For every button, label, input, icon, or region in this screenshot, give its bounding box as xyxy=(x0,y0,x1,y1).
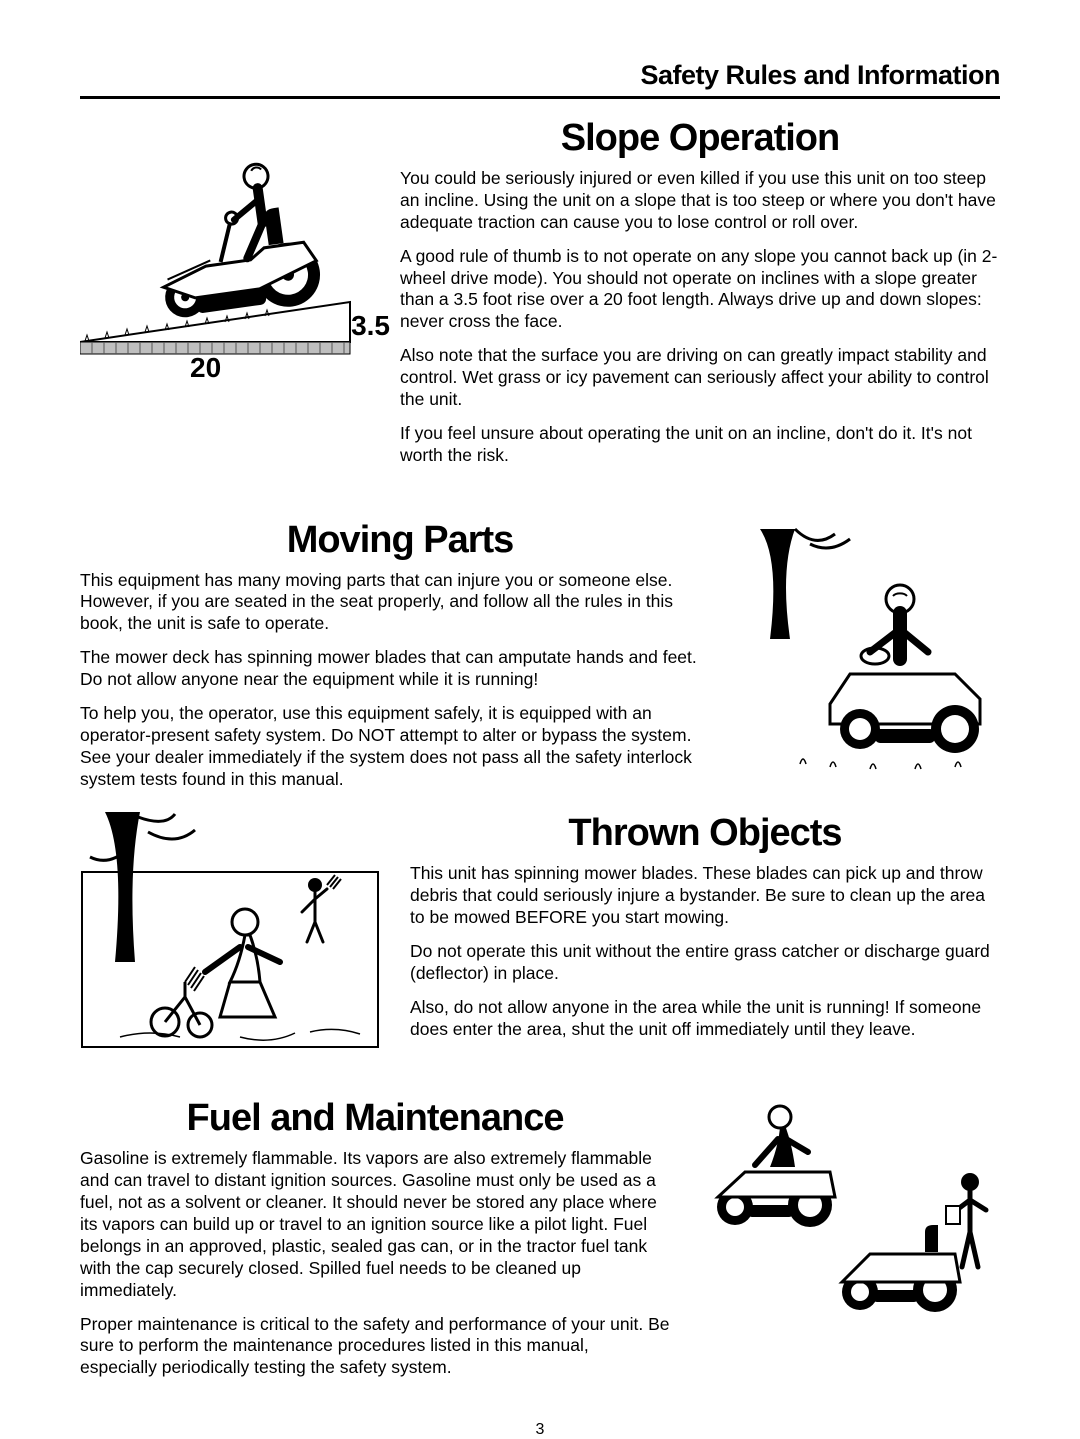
fuel-text: Fuel and Maintenance Gasoline is extreme… xyxy=(80,1097,700,1391)
slope-p2: A good rule of thumb is to not operate o… xyxy=(400,246,1000,334)
fuel-p2: Proper maintenance is critical to the sa… xyxy=(80,1314,670,1380)
section-thrown-objects: Thrown Objects This unit has spinning mo… xyxy=(80,812,1000,1067)
page-number: 3 xyxy=(80,1421,1000,1439)
slope-diagram-svg xyxy=(80,127,360,357)
fuel-p1: Gasoline is extremely flammable. Its vap… xyxy=(80,1148,670,1301)
section-moving-parts: Moving Parts This equipment has many mov… xyxy=(80,519,1000,803)
slope-heading: Slope Operation xyxy=(400,117,1000,160)
moving-p2: The mower deck has spinning mower blades… xyxy=(80,647,720,691)
thrown-text: Thrown Objects This unit has spinning mo… xyxy=(380,812,1000,1067)
slope-text: Slope Operation You could be seriously i… xyxy=(380,117,1000,479)
section-fuel-maintenance: Fuel and Maintenance Gasoline is extreme… xyxy=(80,1097,1000,1391)
slope-illustration: 3.5 20 xyxy=(80,117,380,479)
slope-p4: If you feel unsure about operating the u… xyxy=(400,423,1000,467)
thrown-heading: Thrown Objects xyxy=(410,812,1000,855)
page-header: Safety Rules and Information xyxy=(80,60,1000,99)
moving-p3: To help you, the operator, use this equi… xyxy=(80,703,720,791)
thrown-objects-svg xyxy=(80,812,380,1062)
thrown-p3: Also, do not allow anyone in the area wh… xyxy=(410,997,1000,1041)
moving-illustration xyxy=(740,519,1000,803)
slope-rise-label: 3.5 xyxy=(351,310,390,342)
fuel-heading: Fuel and Maintenance xyxy=(80,1097,670,1140)
thrown-p1: This unit has spinning mower blades. The… xyxy=(410,863,1000,929)
thrown-illustration xyxy=(80,812,380,1067)
section-slope: 3.5 20 Slope Operation You could be seri… xyxy=(80,117,1000,479)
header-title: Safety Rules and Information xyxy=(640,60,1000,91)
moving-parts-svg xyxy=(740,519,1000,779)
thrown-p2: Do not operate this unit without the ent… xyxy=(410,941,1000,985)
fuel-illustration xyxy=(700,1097,1000,1391)
slope-run-label: 20 xyxy=(190,352,221,384)
moving-heading: Moving Parts xyxy=(80,519,720,562)
moving-p1: This equipment has many moving parts tha… xyxy=(80,570,720,636)
moving-text: Moving Parts This equipment has many mov… xyxy=(80,519,740,803)
slope-p3: Also note that the surface you are drivi… xyxy=(400,345,1000,411)
fuel-maintenance-svg xyxy=(700,1097,1000,1327)
slope-p1: You could be seriously injured or even k… xyxy=(400,168,1000,234)
